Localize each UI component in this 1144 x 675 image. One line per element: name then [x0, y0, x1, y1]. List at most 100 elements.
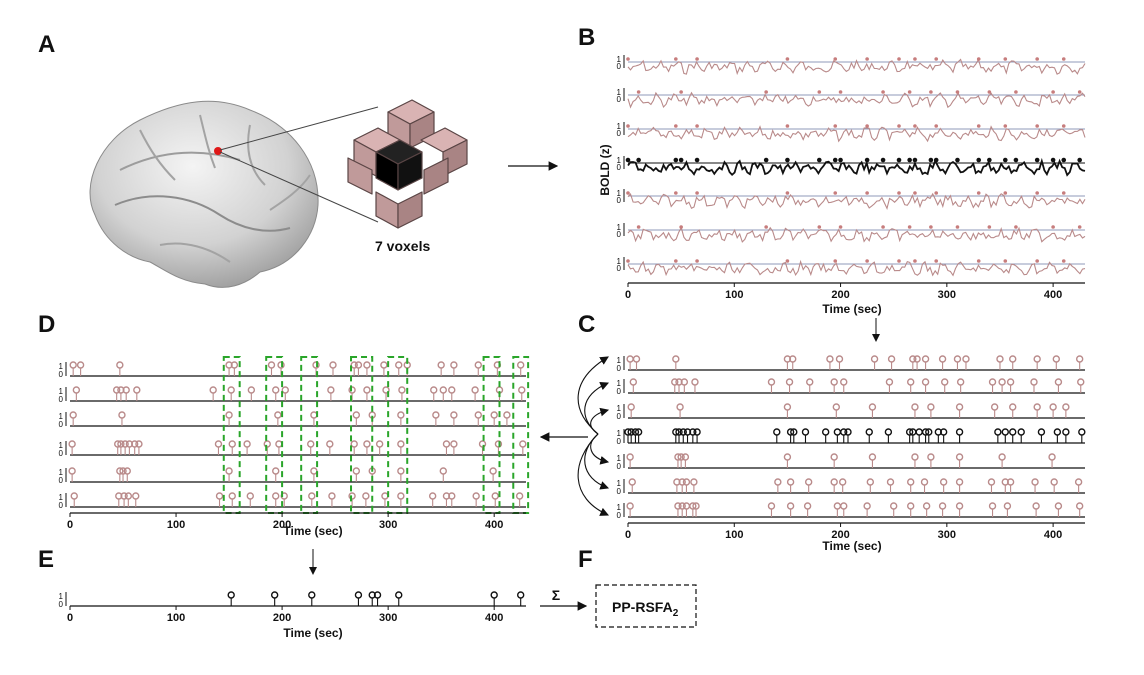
panel-e-x-axis-title: Time (sec) — [283, 626, 342, 640]
pp-row-2-event-head — [806, 378, 814, 386]
panel-label-f: F — [578, 546, 593, 573]
bold-row-2-event-marker — [679, 90, 683, 94]
nb-row-4-event-head — [519, 440, 527, 448]
nb-row-2-event-head — [209, 386, 217, 394]
result-event-head — [373, 591, 382, 599]
nb-row-2-event-head — [247, 386, 256, 394]
nb-row-1-event-head — [329, 361, 337, 369]
nb-row-3-y-tick-1: 1 — [59, 412, 64, 421]
pp-row-6-event-head — [886, 478, 895, 486]
bold-row-4-event-marker — [912, 157, 918, 163]
pp-row-4-event-head — [790, 428, 798, 436]
bold-row-5-event-marker — [695, 191, 699, 195]
pp-row-1-event-head — [909, 355, 917, 363]
bold-row-1-y-tick-1: 1 — [617, 55, 622, 64]
panel-d-x-tick-label: 200 — [273, 519, 291, 531]
panel-b-x-tick-label: 100 — [725, 289, 743, 301]
coactivation-window — [300, 356, 319, 514]
nb-row-3-y-tick-0: 0 — [59, 420, 64, 429]
pp-row-1-event-head — [938, 355, 947, 363]
pp-row-1-event-head — [1052, 355, 1061, 363]
nb-row-3-event-head — [397, 411, 405, 419]
panel-label-c: C — [578, 311, 595, 338]
bold-row-5-event-marker — [897, 191, 901, 195]
pp-row-4-event-head — [1078, 428, 1086, 436]
pp-row-3-y-tick-0: 0 — [617, 412, 622, 421]
nb-row-2-event-head — [133, 386, 141, 394]
pp-row-4-event-head — [801, 428, 810, 436]
nb-row-2-y-tick-0: 0 — [59, 395, 64, 404]
bold-row-6-y-tick-1: 1 — [617, 223, 622, 232]
nb-row-4-event-head — [494, 440, 503, 448]
nb-row-4-event-head — [135, 440, 143, 448]
coactivation-window — [222, 356, 241, 514]
pp-row-7-event-head — [833, 502, 842, 510]
bold-row-2-event-marker — [838, 90, 843, 94]
panel-e-surviving-events: 100 100 200 300 400 — [59, 591, 526, 624]
pp-row-6-event-head — [987, 478, 996, 486]
result-event-head — [395, 591, 403, 599]
pp-row-3-event-head — [1033, 403, 1041, 411]
nb-row-2-event-head — [227, 386, 235, 394]
result-box-subscript: 2 — [673, 608, 679, 619]
nb-row-2-event-head — [272, 386, 280, 394]
bold-row-4-event-marker — [928, 157, 934, 163]
nb-row-6-event-head — [448, 492, 456, 500]
result-box-label: PP-RSFA — [612, 599, 673, 615]
coactivation-window — [265, 356, 284, 514]
bold-row-2-event-marker — [1051, 90, 1055, 94]
pp-row-6-y-tick-0: 0 — [617, 487, 622, 496]
pp-row-4-event-head — [1017, 428, 1025, 436]
bold-row-4-event-marker — [678, 157, 684, 163]
nb-row-3-event-head — [474, 411, 482, 419]
bold-row-7-event-marker — [1003, 259, 1008, 263]
pp-row-7-event-head — [922, 502, 931, 510]
nb-row-1-event-head — [69, 361, 77, 369]
nb-row-2-event-head — [112, 386, 121, 394]
bold-row-1-y-tick-0: 0 — [617, 62, 622, 71]
pp-row-7-event-head — [786, 502, 795, 510]
pp-row-7-event-head — [938, 502, 947, 510]
panel-d-x-tick-label: 300 — [379, 519, 397, 531]
bold-row-7-event-marker — [897, 259, 901, 263]
pp-row-2-event-head — [680, 378, 689, 386]
result-event-head — [354, 591, 363, 599]
bold-row-1-event-marker — [897, 57, 901, 61]
pp-row-1-event-head — [870, 355, 879, 363]
bold-row-4-event-marker — [785, 157, 790, 163]
pp-row-4-event-head — [631, 428, 640, 436]
pp-row-7-event-head — [863, 502, 871, 510]
panel-e-x-tick-label: 200 — [273, 612, 291, 624]
bold-row-5-event-marker — [1035, 191, 1039, 195]
bold-row-7-event-marker — [674, 259, 678, 263]
nb-row-4-event-head — [130, 440, 139, 448]
pp-row-7-y-tick-0: 0 — [617, 511, 622, 520]
pp-row-7-event-head — [692, 502, 700, 510]
nb-row-1-event-head — [277, 361, 285, 369]
bold-row-5-event-marker — [1061, 191, 1066, 195]
pp-row-1-event-head — [996, 355, 1004, 363]
pp-row-1-event-head — [953, 355, 962, 363]
pp-row-7-event-head — [1003, 502, 1012, 510]
bold-row-6-event-marker — [636, 225, 641, 229]
nb-row-2-event-head — [348, 386, 356, 394]
pp-row-3-event-head — [676, 403, 684, 411]
pp-row-6-event-head — [678, 478, 686, 486]
nb-row-5-y-tick-1: 1 — [59, 468, 64, 477]
pp-row-7-event-head — [626, 502, 634, 510]
bold-row-4-event-marker — [673, 157, 679, 163]
pp-row-7-event-head — [955, 502, 964, 510]
bold-row-1-event-marker — [1061, 57, 1066, 61]
pp-row-3-event-head — [1009, 403, 1017, 411]
nb-row-2-event-head — [122, 386, 130, 394]
nb-row-1-event-head — [116, 361, 124, 369]
pp-row-4-event-head — [689, 428, 697, 436]
nb-row-1-event-head — [395, 361, 403, 369]
pp-row-5-event-head — [830, 453, 838, 461]
pp-row-7-y-tick-1: 1 — [617, 503, 622, 512]
panel-label-e: E — [38, 546, 54, 573]
bold-row-6-event-marker — [987, 225, 992, 229]
nb-row-5-event-head — [489, 467, 497, 475]
nb-row-1-event-head — [350, 361, 358, 369]
